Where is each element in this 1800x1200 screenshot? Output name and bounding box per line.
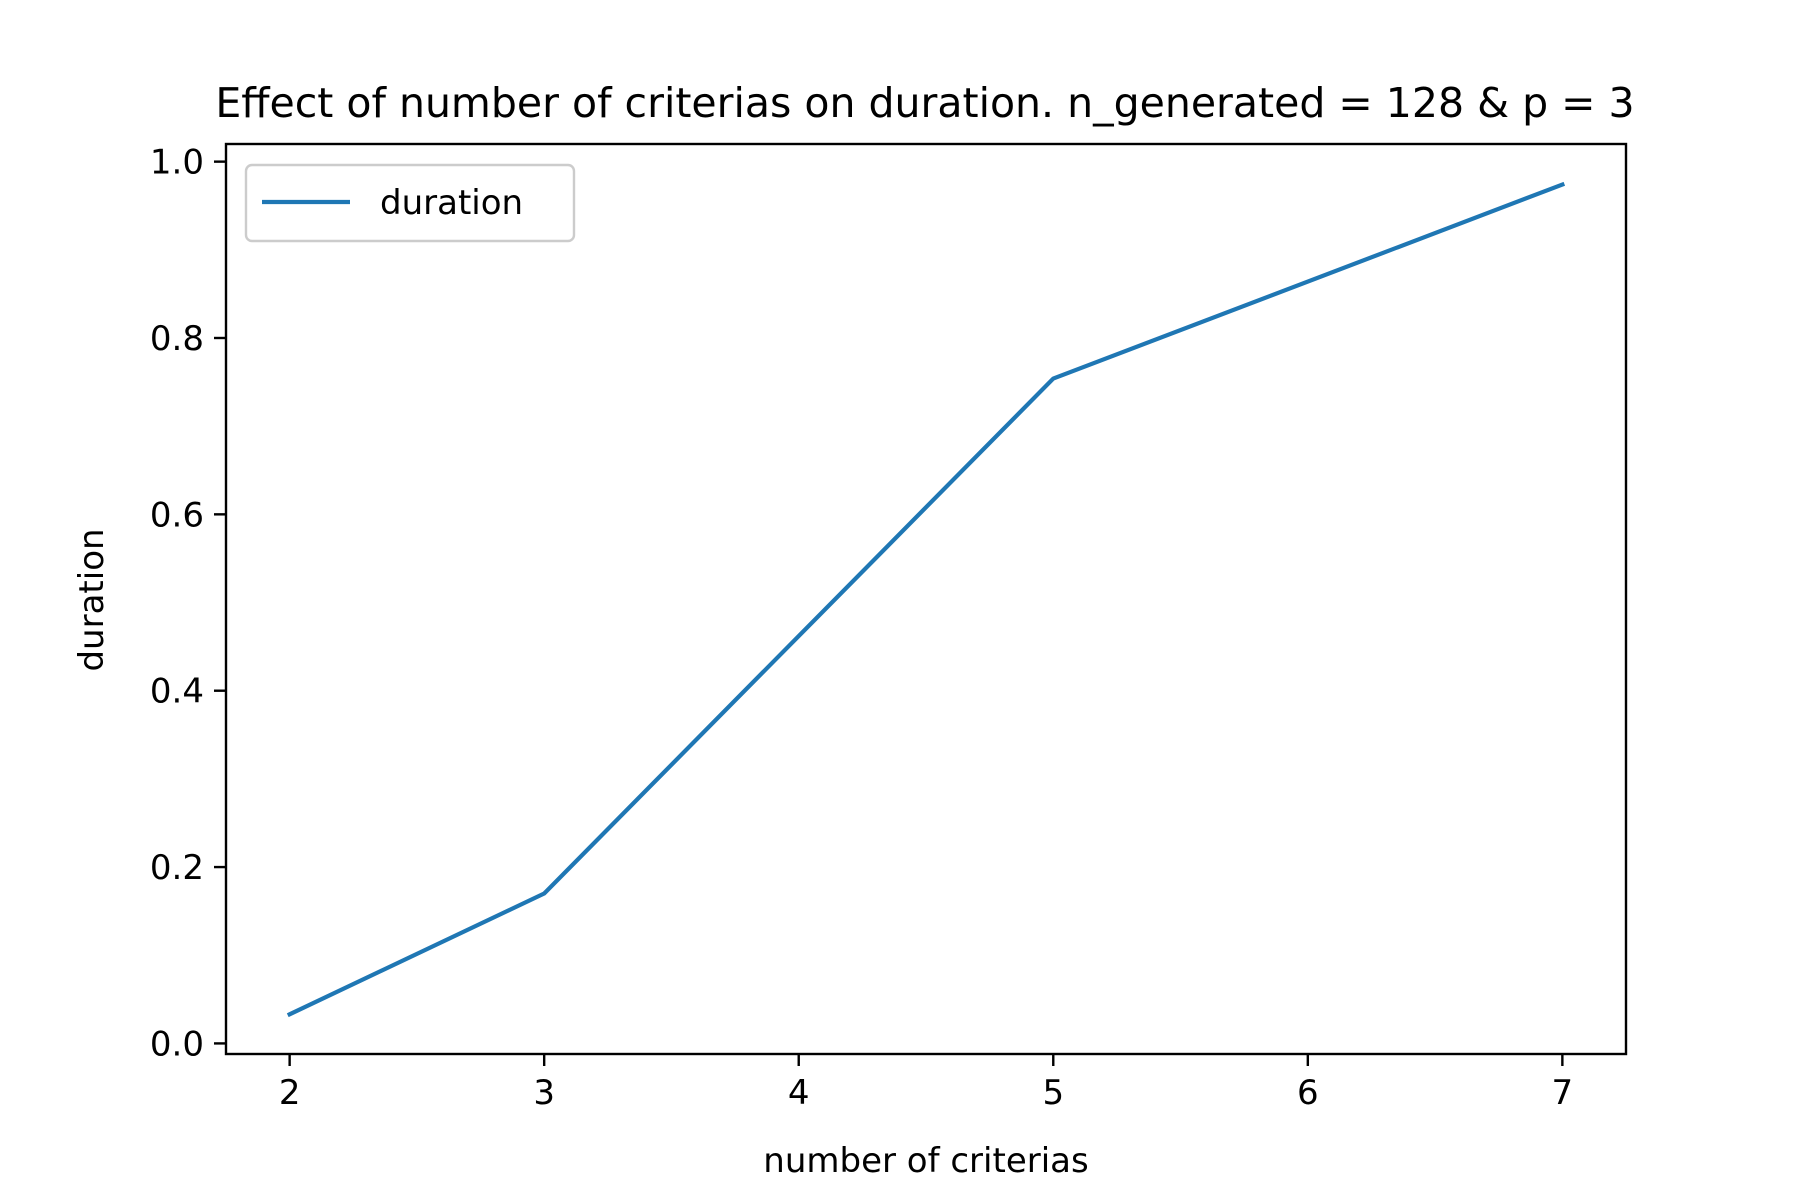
- legend-label: duration: [380, 183, 523, 223]
- legend-frame: [244, 163, 576, 243]
- x-tick-label: 5: [1042, 1073, 1064, 1113]
- y-tick-label: 0.6: [150, 495, 204, 535]
- legend: duration: [244, 163, 576, 243]
- axis-ticks: 2 3 4 5 6 7 0.0 0.2 0.4 0.6 0.8 1.0: [150, 143, 1573, 1113]
- x-tick-label: 3: [533, 1073, 555, 1113]
- chart-title: Effect of number of criterias on duratio…: [215, 79, 1634, 127]
- series-line-duration: [286, 181, 1566, 1018]
- x-axis-label: number of criterias: [763, 1141, 1088, 1181]
- series-layer: [286, 181, 1566, 1018]
- x-tick-label: 2: [279, 1073, 301, 1113]
- x-tick-label: 4: [788, 1073, 810, 1113]
- y-axis-label: duration: [72, 528, 112, 671]
- plot-area: [226, 144, 1626, 1054]
- y-tick-label: 0.2: [150, 848, 204, 888]
- y-tick-label: 0.8: [150, 319, 204, 359]
- x-tick-label: 7: [1552, 1073, 1574, 1113]
- y-tick-label: 0.0: [150, 1024, 204, 1064]
- y-tick-label: 1.0: [150, 143, 204, 183]
- plot-frame: [224, 142, 1628, 1056]
- x-tick-label: 6: [1297, 1073, 1319, 1113]
- y-tick-label: 0.4: [150, 672, 204, 712]
